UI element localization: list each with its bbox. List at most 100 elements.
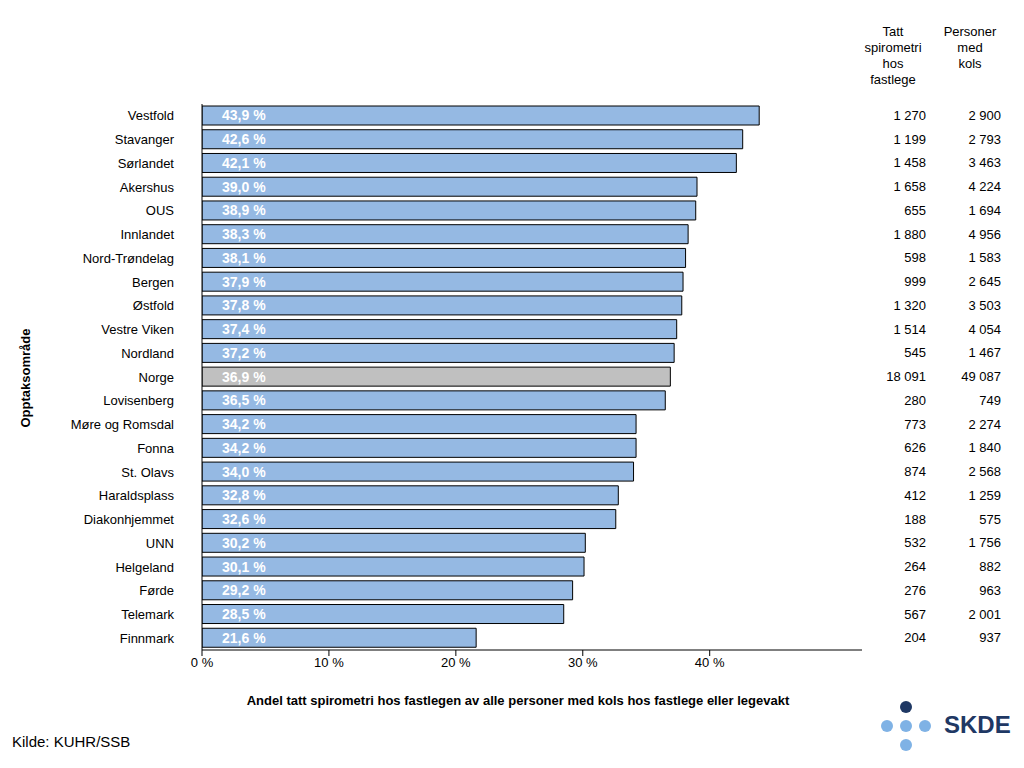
svg-text:Nord-Trøndelag: Nord-Trøndelag [83,251,174,266]
html-text:1 658: 1 658 [893,179,926,195]
svg-text:OUS: OUS [146,203,175,218]
html-text:2 274: 2 274 [968,416,1001,432]
svg-text:40 %: 40 % [695,655,725,670]
html-text:1 259: 1 259 [968,487,1001,503]
html-text:3 503: 3 503 [968,297,1001,313]
html-text:773: 773 [904,416,926,432]
svg-text:21,6 %: 21,6 % [222,630,266,646]
svg-text:Helgeland: Helgeland [115,560,174,575]
svg-text:30,1 %: 30,1 % [222,559,266,575]
html-text:18 091: 18 091 [886,369,926,385]
svg-text:Finnmark: Finnmark [120,631,175,646]
html-text:999: 999 [904,274,926,290]
html-text:49 087: 49 087 [961,369,1001,385]
svg-text:Norge: Norge [139,370,174,385]
html-text:2 001: 2 001 [968,606,1001,622]
svg-text:32,6 %: 32,6 % [222,511,266,527]
svg-text:34,0 %: 34,0 % [222,464,266,480]
html-text:4 224: 4 224 [968,179,1001,195]
html-text:2 568: 2 568 [968,464,1001,480]
svg-text:Bergen: Bergen [132,275,174,290]
svg-text:28,5 %: 28,5 % [222,606,266,622]
svg-text:39,0 %: 39,0 % [222,179,266,195]
svg-text:37,8 %: 37,8 % [222,297,266,313]
html-text:4 054: 4 054 [968,321,1001,337]
html-text:874: 874 [904,464,926,480]
svg-text:29,2 %: 29,2 % [222,582,266,598]
html-text:fastlege: fastlege [870,72,916,87]
svg-text:43,9 %: 43,9 % [222,107,266,123]
html-text:3 463: 3 463 [968,155,1001,171]
html-text:545: 545 [904,345,926,361]
svg-text:Møre og Romsdal: Møre og Romsdal [71,417,174,432]
html-text:Andel tatt spirometri hos fast: Andel tatt spirometri hos fastlegen av a… [246,693,790,708]
html-text:Opptaksområde: Opptaksområde [17,328,33,428]
html-text:1 467: 1 467 [968,345,1001,361]
html-text:Tatt: Tatt [882,24,904,39]
html-text:280: 280 [904,392,926,408]
svg-text:30 %: 30 % [568,655,598,670]
html-text:2 793: 2 793 [968,131,1001,147]
html-text:1 199: 1 199 [893,131,926,147]
html-text:575: 575 [979,511,1001,527]
html-text:1 756: 1 756 [968,535,1001,551]
svg-text:38,9 %: 38,9 % [222,202,266,218]
svg-text:42,6 %: 42,6 % [222,131,266,147]
svg-text:Vestre Viken: Vestre Viken [101,322,174,337]
svg-text:10 %: 10 % [314,655,344,670]
svg-text:Akershus: Akershus [120,180,175,195]
svg-text:37,9 %: 37,9 % [222,274,266,290]
html-text:963: 963 [979,582,1001,598]
html-text:1 320: 1 320 [893,297,926,313]
svg-text:Haraldsplass: Haraldsplass [99,488,175,503]
svg-text:37,4 %: 37,4 % [222,321,266,337]
html-text:626: 626 [904,440,926,456]
svg-text:Førde: Førde [139,583,174,598]
svg-text:34,2 %: 34,2 % [222,440,266,456]
svg-text:36,5 %: 36,5 % [222,392,266,408]
html-text:SKDE: SKDE [944,711,1011,738]
html-text:188: 188 [904,511,926,527]
svg-text:37,2 %: 37,2 % [222,345,266,361]
svg-text:38,3 %: 38,3 % [222,226,266,242]
svg-text:34,2 %: 34,2 % [222,416,266,432]
svg-text:Innlandet: Innlandet [121,227,175,242]
svg-text:Lovisenberg: Lovisenberg [103,393,174,408]
html-text:567: 567 [904,606,926,622]
html-text:749: 749 [979,392,1001,408]
html-text:Personer: Personer [943,24,997,39]
svg-text:Diakonhjemmet: Diakonhjemmet [84,512,175,527]
html-text:4 956: 4 956 [968,226,1001,242]
svg-text:Telemark: Telemark [121,607,174,622]
svg-text:Nordland: Nordland [121,346,174,361]
html-text:532: 532 [904,535,926,551]
svg-text:38,1 %: 38,1 % [222,250,266,266]
svg-text:42,1 %: 42,1 % [222,155,266,171]
svg-text:30,2 %: 30,2 % [222,535,266,551]
html-text:412: 412 [904,487,926,503]
html-text:1 514: 1 514 [893,321,926,337]
svg-text:Østfold: Østfold [133,298,174,313]
svg-text:Vestfold: Vestfold [128,108,174,123]
svg-text:Stavanger: Stavanger [115,132,175,147]
svg-text:32,8 %: 32,8 % [222,487,266,503]
svg-text:Sørlandet: Sørlandet [118,156,175,171]
svg-text:36,9 %: 36,9 % [222,369,266,385]
svg-text:UNN: UNN [146,536,174,551]
html-text:hos: hos [882,56,904,71]
html-text:Kilde: KUHR/SSB: Kilde: KUHR/SSB [12,733,131,750]
html-text:937: 937 [979,630,1001,646]
html-text:1 458: 1 458 [893,155,926,171]
html-text:1 583: 1 583 [968,250,1001,266]
html-text:204: 204 [904,630,926,646]
html-text:1 880: 1 880 [893,226,926,242]
svg-text:Fonna: Fonna [137,441,175,456]
html-text:598: 598 [904,250,926,266]
html-text:2 645: 2 645 [968,274,1001,290]
html-text:276: 276 [904,582,926,598]
html-text:spirometri: spirometri [864,40,922,55]
svg-text:20 %: 20 % [441,655,471,670]
html-text:1 840: 1 840 [968,440,1001,456]
svg-text:St. Olavs: St. Olavs [121,465,174,480]
svg-text:0 %: 0 % [191,655,214,670]
